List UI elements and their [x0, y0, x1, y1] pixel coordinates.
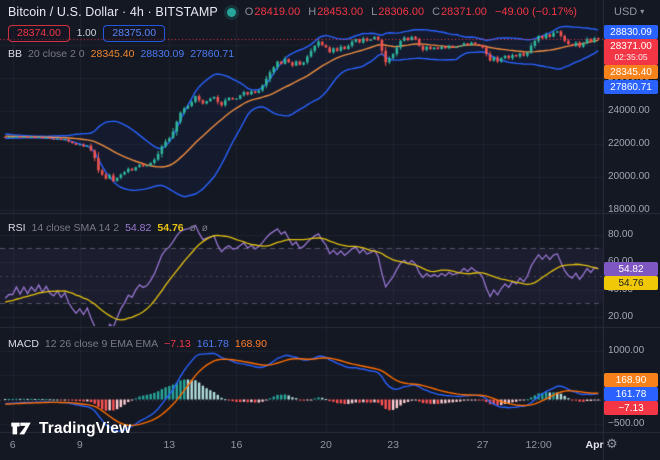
currency-label: USD: [614, 6, 638, 18]
market-open-status-icon: [226, 7, 236, 17]
price-axis-tick: 18000.00: [608, 204, 650, 215]
buy-sell-row: 28374.00 1.00 28375.00: [8, 25, 166, 42]
price-change: −49.00 (−0.17%): [494, 6, 577, 18]
macd-line-value: 161.78: [196, 338, 229, 350]
price-axis-tick: 20000.00: [608, 171, 650, 182]
bb-lower-badge[interactable]: 27860.71: [604, 80, 658, 94]
rsi-name: RSI: [8, 222, 26, 234]
time-axis-tick: 23: [387, 439, 399, 451]
bb-indicator-legend[interactable]: BB 20 close 2 0 28345.40 28830.09 27860.…: [8, 48, 234, 60]
bb-params: 20 close 2 0: [28, 48, 85, 60]
macd-signal-badge[interactable]: 168.90: [604, 373, 658, 387]
bb-basis-value: 28345.40: [90, 48, 135, 60]
rsi-axis-tick: 20.00: [608, 311, 634, 322]
tradingview-logo-icon: [11, 422, 31, 435]
chevron-down-icon: ▾: [640, 7, 645, 16]
last-price-badge[interactable]: 28371.00 02:35:05: [604, 39, 658, 65]
time-axis-tick: 12:00: [525, 439, 552, 451]
currency-selector[interactable]: USD ▾: [614, 6, 644, 18]
macd-signal-value: 168.90: [234, 338, 267, 350]
low-value: 28306.00: [378, 6, 425, 18]
rsi-ma-badge[interactable]: 54.76: [604, 276, 658, 290]
rsi-indicator-legend[interactable]: RSI 14 close SMA 14 2 54.82 54.76 ø ø: [8, 222, 208, 234]
macd-hist-value: −7.13: [164, 338, 191, 350]
high-value: 28453.00: [317, 6, 364, 18]
time-axis-tick: 16: [230, 439, 243, 451]
open-value: 28419.00: [254, 6, 301, 18]
time-axis-tick: Apr: [585, 439, 604, 451]
bb-basis-badge[interactable]: 28345.40: [604, 65, 658, 79]
macd-indicator-legend[interactable]: MACD 12 26 close 9 EMA EMA −7.13 161.78 …: [8, 338, 267, 350]
macd-axis-tick: −500.00: [608, 417, 645, 429]
macd-line-badge[interactable]: 161.78: [604, 387, 658, 401]
close-value: 28371.00: [441, 6, 487, 18]
spread-value: 1.00: [76, 28, 97, 39]
bb-upper-badge[interactable]: 28830.09: [604, 25, 658, 39]
bb-lower-value: 27860.71: [190, 48, 235, 60]
macd-name: MACD: [8, 338, 39, 350]
macd-params: 12 26 close 9 EMA EMA: [44, 338, 159, 350]
time-axis-tick: 27: [476, 439, 489, 451]
rsi-axis-tick: 80.00: [608, 228, 634, 240]
macd-hist-badge[interactable]: −7.13: [604, 401, 658, 415]
rsi-empty-icon: ø: [189, 222, 196, 234]
time-axis-tick: 9: [76, 439, 83, 451]
rsi-value: 54.82: [125, 222, 152, 234]
tradingview-logo-text: TradingView: [39, 419, 132, 437]
time-axis-tick: 20: [320, 439, 332, 451]
symbol-title[interactable]: Bitcoin / U.S. Dollar · 4h · BITSTAMP: [8, 5, 218, 19]
timezone-settings-gear-icon[interactable]: ⚙: [606, 437, 618, 452]
macd-axis-tick: 1000.00: [608, 344, 645, 356]
rsi-ma-value: 54.76: [157, 222, 184, 234]
price-axis-tick: 22000.00: [608, 138, 650, 149]
sell-button[interactable]: 28374.00: [8, 25, 70, 42]
rsi-axis-tick: 60.00: [608, 256, 633, 267]
price-axis-tick: 24000.00: [608, 105, 650, 116]
buy-button[interactable]: 28375.00: [103, 25, 166, 42]
rsi-params: 14 close SMA 14 2: [31, 222, 120, 234]
close-label: C: [432, 6, 441, 18]
time-axis-tick: 6: [9, 439, 16, 451]
rsi-empty-icon: ø: [201, 222, 208, 234]
ohlc-values: O 28419.00 H 28453.00 L 28306.00 C 28371.00 …: [245, 6, 577, 18]
bb-name: BB: [8, 48, 23, 60]
open-label: O: [244, 6, 254, 18]
time-axis-tick: 13: [163, 439, 176, 451]
low-label: L: [371, 6, 378, 18]
high-label: H: [308, 6, 317, 18]
rsi-value-badge[interactable]: 54.82: [604, 262, 658, 276]
bb-upper-value: 28830.09: [140, 48, 185, 60]
tradingview-logo[interactable]: TradingView: [10, 419, 131, 438]
